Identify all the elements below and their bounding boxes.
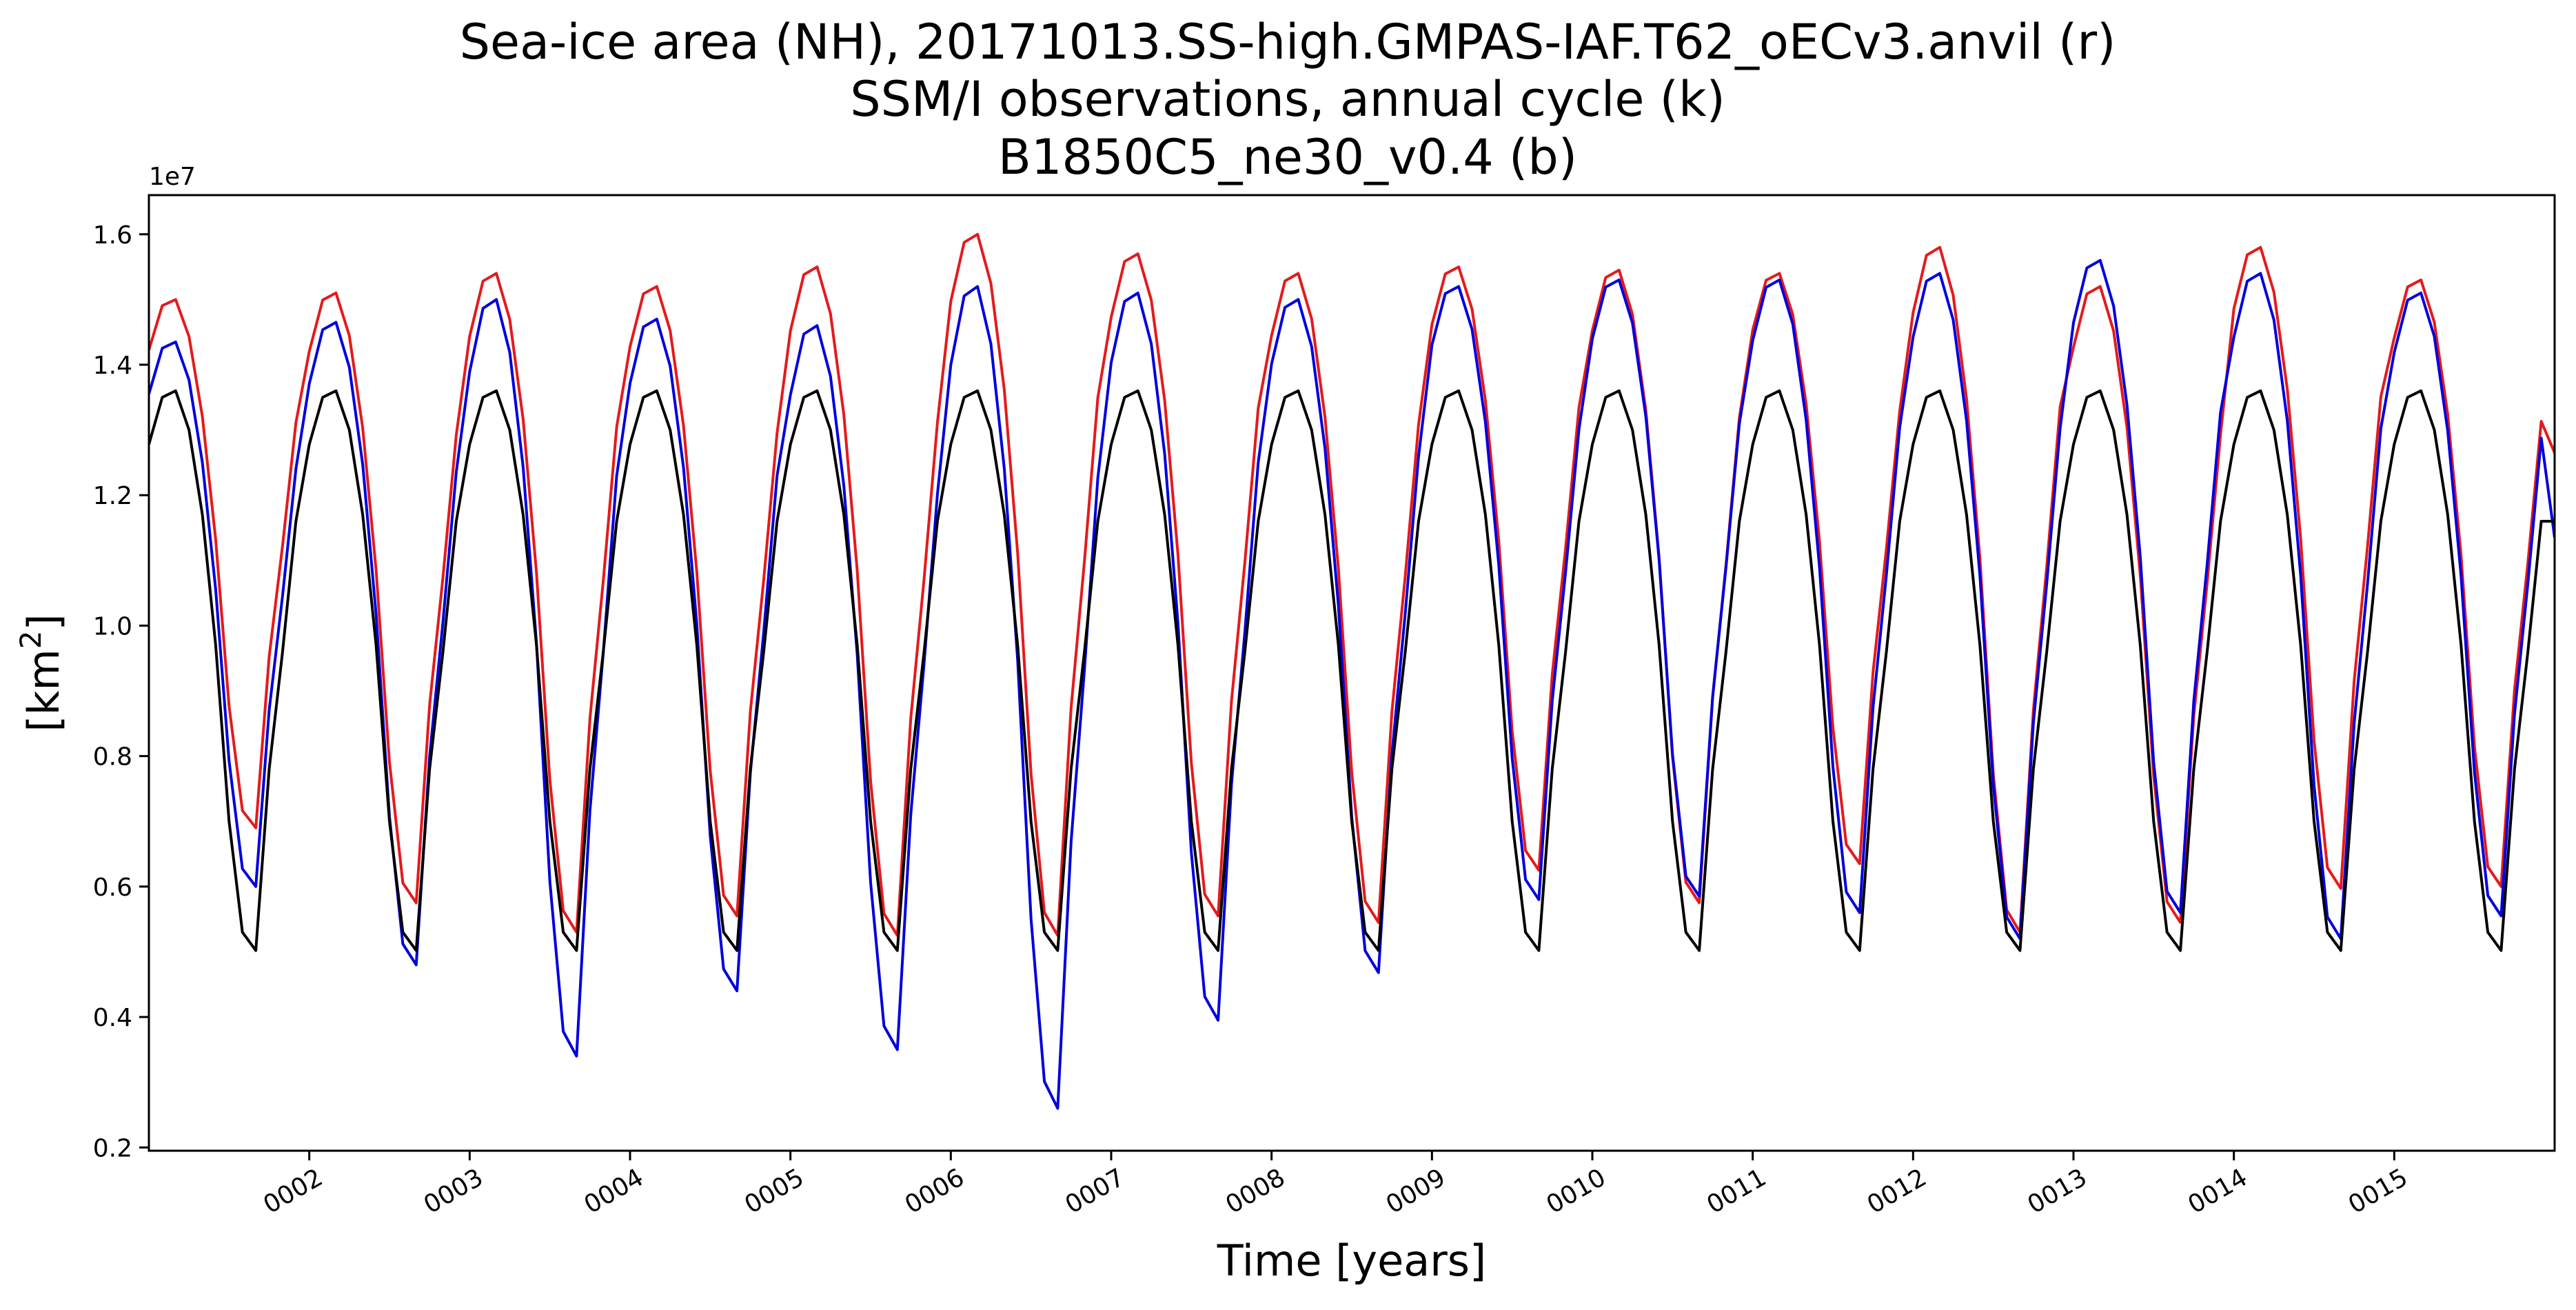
- x-tick-label: 0010: [1542, 1163, 1611, 1219]
- chart-title: Sea-ice area (NH), 20171013.SS-high.GMPA…: [460, 14, 2116, 185]
- x-tick-label: 0007: [1061, 1163, 1130, 1219]
- y-axis-label: [km2]: [14, 614, 69, 732]
- x-axis: 0002 0003 0004 0005 0006 0007 0008 0009 0010 0011…: [258, 1151, 2413, 1220]
- x-tick-label: 0008: [1221, 1163, 1290, 1219]
- title-line-1: Sea-ice area (NH), 20171013.SS-high.GMPA…: [460, 14, 2116, 70]
- x-tick-label: 0015: [2344, 1163, 2413, 1219]
- x-tick-label: 0014: [2183, 1163, 2252, 1219]
- y-tick-label: 1.6: [93, 221, 132, 250]
- y-tick-label: 1.2: [93, 482, 132, 510]
- series-line-k: [149, 389, 2555, 952]
- title-line-3: B1850C5_ne30_v0.4 (b): [998, 129, 1577, 185]
- x-axis-label: Time [years]: [1217, 1236, 1486, 1286]
- series-layer: [149, 232, 2555, 1110]
- series-line-b: [149, 259, 2555, 1110]
- x-tick-label: 0006: [900, 1163, 969, 1219]
- y-tick-label: 0.2: [93, 1134, 132, 1162]
- y-axis: 0.2 0.4 0.6 0.8 1.0 1.2 1.4 1.6: [93, 221, 149, 1162]
- x-tick-label: 0004: [580, 1163, 649, 1219]
- series-line-r: [149, 232, 2555, 937]
- y-axis-label-base: [km: [19, 649, 69, 732]
- x-tick-label: 0002: [258, 1163, 327, 1219]
- x-tick-label: 0005: [740, 1163, 809, 1219]
- x-tick-label: 0012: [1863, 1163, 1931, 1219]
- x-tick-label: 0009: [1381, 1163, 1450, 1219]
- y-tick-label: 1.0: [93, 612, 132, 641]
- title-line-2: SSM/I observations, annual cycle (k): [850, 71, 1725, 128]
- y-tick-label: 1.4: [93, 352, 132, 380]
- y-tick-label: 0.6: [93, 874, 132, 902]
- y-axis-label-superscript: 2: [14, 630, 48, 649]
- x-tick-label: 0011: [1702, 1163, 1771, 1219]
- x-tick-label: 0013: [2023, 1163, 2092, 1219]
- plot-frame: [148, 194, 2556, 1152]
- y-offset-label: 1e7: [149, 163, 196, 191]
- y-axis-label-end: ]: [19, 614, 69, 630]
- x-tick-label: 0003: [419, 1163, 488, 1219]
- y-tick-label: 0.8: [93, 743, 132, 772]
- y-tick-label: 0.4: [93, 1004, 132, 1032]
